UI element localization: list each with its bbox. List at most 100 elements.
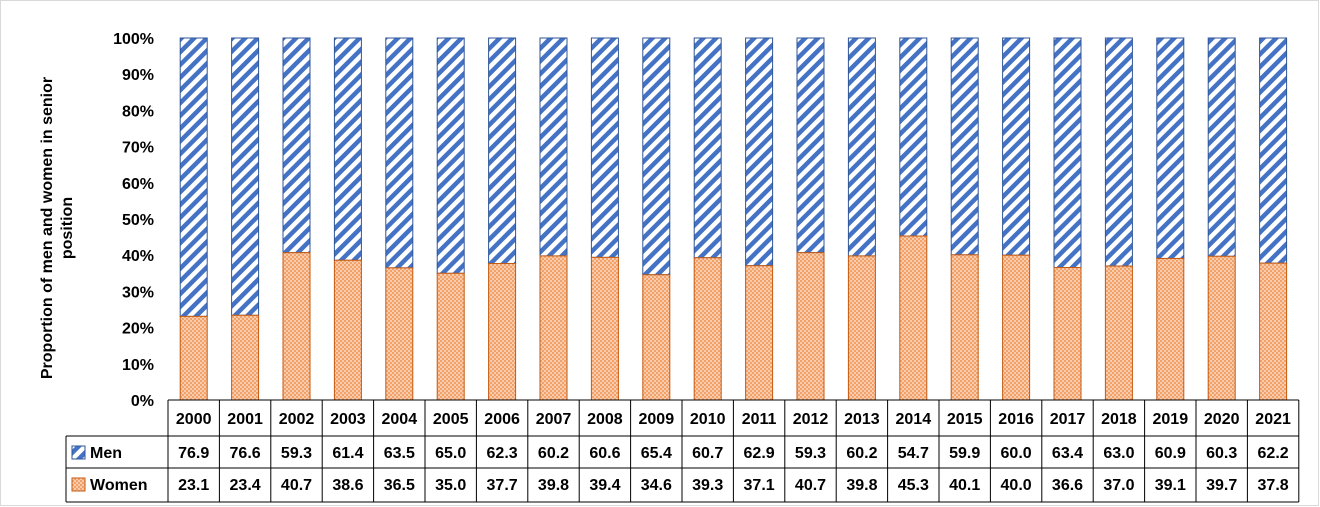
x-tick-label: 2021 (1255, 411, 1291, 428)
data-label-men: 59.9 (949, 445, 980, 462)
data-label-men: 62.9 (744, 445, 775, 462)
bar-men (179, 37, 208, 317)
data-label-men: 76.6 (230, 445, 261, 462)
x-tick-label: 2017 (1050, 411, 1086, 428)
legend-key-men (71, 445, 86, 460)
bar-women (1053, 267, 1082, 401)
bar-men (745, 37, 774, 267)
bar-men (642, 37, 671, 276)
data-label-women: 39.3 (692, 477, 723, 494)
bar-men (282, 37, 311, 254)
data-label-men: 60.9 (1155, 445, 1186, 462)
bar-women (950, 254, 979, 401)
data-label-women: 39.8 (846, 477, 877, 494)
data-label-men: 60.6 (589, 445, 620, 462)
x-tick-label: 2000 (176, 411, 212, 428)
data-label-men: 60.2 (846, 445, 877, 462)
bar-men (1053, 37, 1082, 269)
x-tick-label: 2003 (330, 411, 366, 428)
bar-women (231, 314, 260, 401)
data-label-women: 40.1 (949, 477, 980, 494)
bar-women (745, 265, 774, 401)
bar-men (693, 37, 722, 259)
x-tick-label: 2009 (639, 411, 675, 428)
data-label-men: 62.3 (487, 445, 518, 462)
bar-women (847, 255, 876, 401)
bar-men (847, 37, 876, 257)
y-axis-title: Proportion of men and women in senior pos… (39, 77, 76, 379)
data-label-women: 40.7 (795, 477, 826, 494)
bar-women (539, 255, 568, 401)
bar-men (796, 37, 825, 254)
bar-men (333, 37, 362, 261)
bar-men (899, 37, 928, 237)
y-tick-label: 100% (113, 31, 154, 48)
x-tick-label: 2012 (793, 411, 829, 428)
bar-men (950, 37, 979, 256)
data-label-men: 60.0 (1001, 445, 1032, 462)
data-label-women: 39.1 (1155, 477, 1186, 494)
data-label-men: 60.7 (692, 445, 723, 462)
bar-women (1002, 254, 1031, 401)
x-tick-label: 2015 (947, 411, 983, 428)
bar-women (642, 274, 671, 401)
bar-men (231, 37, 260, 316)
bar-women (899, 235, 928, 401)
x-tick-label: 2020 (1204, 411, 1240, 428)
legend-label-women: Women (90, 477, 147, 494)
data-table: 2000 2001 2002 2003 2004 2005 2006 2007 2008 2009… (65, 399, 1300, 503)
data-label-men: 76.9 (178, 445, 209, 462)
x-tick-label: 2014 (896, 411, 932, 428)
x-tick-label: 2018 (1101, 411, 1137, 428)
data-label-women: 37.1 (744, 477, 775, 494)
legend-label-men: Men (90, 445, 122, 462)
bar-women (1156, 257, 1185, 401)
data-label-women: 40.7 (281, 477, 312, 494)
data-label-men: 63.0 (1103, 445, 1134, 462)
x-tick-label: 2008 (587, 411, 623, 428)
bar-men (1104, 37, 1133, 267)
bar-women (385, 267, 414, 401)
data-label-men: 59.3 (795, 445, 826, 462)
data-label-women: 37.8 (1258, 477, 1289, 494)
bar-men (385, 37, 414, 269)
x-tick-label: 2016 (998, 411, 1034, 428)
bar-women (436, 272, 465, 401)
bar-men (1207, 37, 1236, 257)
data-label-men: 60.2 (538, 445, 569, 462)
legend-key-women (71, 477, 86, 492)
y-tick-label: 10% (122, 357, 154, 374)
x-tick-label: 2007 (536, 411, 572, 428)
bar-men (1156, 37, 1185, 259)
y-tick-label: 30% (122, 284, 154, 301)
data-label-men: 65.4 (641, 445, 672, 462)
y-tick-label: 60% (122, 176, 154, 193)
y-axis-ticks: 0% 10% 20% 30% 40% 50% 60% 70% 80% 90% 100% (113, 31, 154, 410)
data-label-women: 23.4 (230, 477, 261, 494)
data-label-men: 63.4 (1052, 445, 1083, 462)
y-tick-label: 90% (122, 67, 154, 84)
x-tick-label: 2011 (742, 411, 777, 428)
data-label-women: 37.0 (1103, 477, 1134, 494)
bar-men (539, 37, 568, 257)
bar-women (179, 315, 208, 401)
data-label-women: 34.6 (641, 477, 672, 494)
y-axis-title-line: Proportion of men and women in senior (39, 77, 56, 379)
y-tick-label: 40% (122, 248, 154, 265)
bar-women (1104, 265, 1133, 401)
data-label-women: 39.7 (1206, 477, 1237, 494)
x-tick-label: 2013 (844, 411, 880, 428)
x-tick-label: 2001 (227, 411, 263, 428)
bar-men (436, 37, 465, 274)
data-label-women: 39.4 (589, 477, 620, 494)
y-axis-title-line: position (59, 197, 76, 259)
data-label-men: 62.2 (1258, 445, 1289, 462)
bar-women (693, 257, 722, 401)
bar-women (796, 252, 825, 401)
y-tick-label: 0% (131, 393, 154, 410)
bars (179, 37, 1288, 401)
data-label-women: 45.3 (898, 477, 929, 494)
y-tick-label: 50% (122, 212, 154, 229)
y-tick-label: 80% (122, 103, 154, 120)
